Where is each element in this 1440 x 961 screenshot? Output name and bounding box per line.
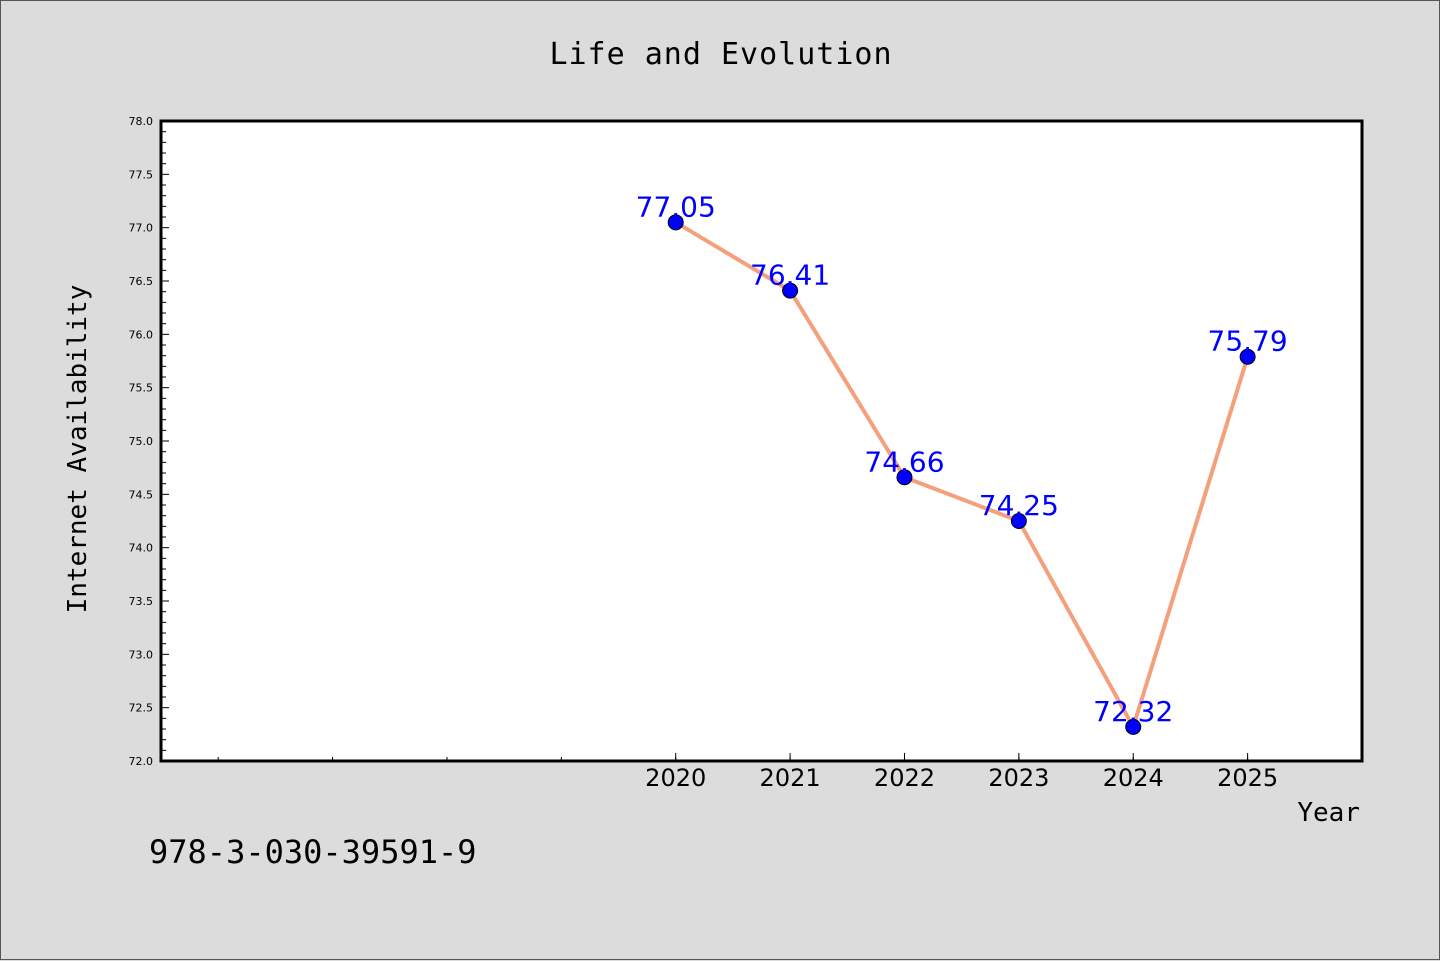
data-label: 72.32 [1093, 695, 1173, 728]
plot-frame [159, 119, 1364, 763]
x-tick-label: 2023 [988, 764, 1049, 792]
chart-title: Life and Evolution [549, 37, 892, 72]
y-tick-label: 76.0 [129, 328, 154, 341]
y-tick-label: 78.0 [129, 115, 154, 128]
data-point [1010, 513, 1027, 529]
data-label: 74.25 [979, 489, 1059, 522]
plot-area [161, 121, 1362, 761]
x-axis: 2020 2021 2022 2023 2024 2025 [217, 753, 1278, 792]
data-label: 77.05 [636, 190, 716, 223]
y-tick-label: 75.0 [129, 435, 154, 448]
y-tick-label: 75.5 [129, 382, 154, 395]
data-point [667, 214, 684, 231]
x-tick-label: 2024 [1103, 764, 1164, 792]
series-line [674, 220, 1250, 729]
y-tick-label: 72.5 [129, 702, 154, 715]
data-label: 75.79 [1208, 325, 1288, 358]
data-label: 74.66 [864, 445, 944, 478]
y-tick-label: 73.0 [129, 648, 154, 661]
data-point [1239, 348, 1256, 365]
data-point [896, 469, 913, 486]
y-tick-label: 76.5 [129, 275, 154, 288]
data-point [782, 282, 799, 299]
x-axis-label: Year [1297, 798, 1360, 828]
x-tick-label: 2025 [1217, 764, 1278, 792]
x-tick-label: 2020 [645, 764, 706, 792]
y-tick-label: 74.0 [129, 542, 154, 555]
y-tick-label: 77.5 [129, 168, 154, 181]
x-tick-label: 2022 [874, 764, 935, 792]
x-tick-label: 2021 [760, 764, 821, 792]
y-axis-label: Internet Availability [63, 285, 93, 614]
data-label: 76.41 [750, 259, 830, 292]
data-point [1125, 718, 1142, 735]
isbn-text: 978-3-030-39591-9 [149, 833, 477, 871]
y-tick-label: 72.0 [129, 755, 154, 768]
y-tick-label: 74.5 [129, 488, 154, 501]
series-layer: 77.05 76.41 74.66 74.25 72.32 75.79 [636, 190, 1288, 735]
y-tick-label: 77.0 [129, 222, 154, 235]
y-tick-label: 73.5 [129, 595, 154, 608]
